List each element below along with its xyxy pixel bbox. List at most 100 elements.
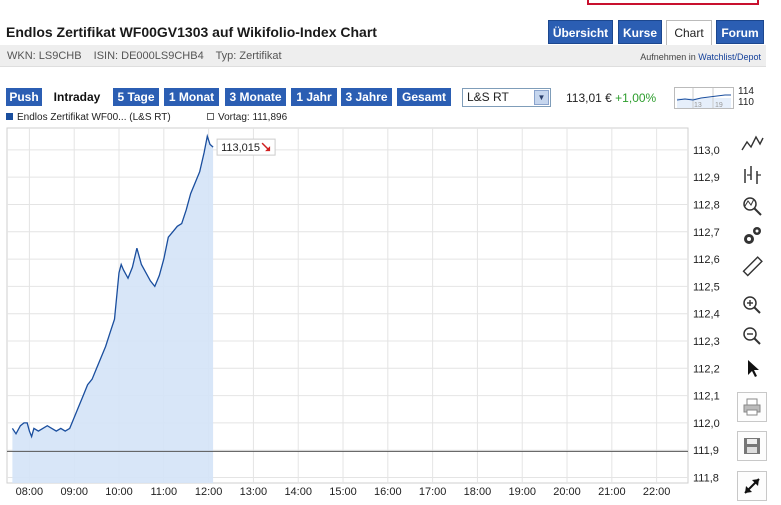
- y-axis-labels: 113,0 112,9 112,8 112,7 112,6 112,5 112,4 112,3…: [693, 145, 720, 485]
- ohlc-chart-icon: [744, 166, 761, 184]
- mini-navigator-chart[interactable]: 13 19: [674, 87, 734, 109]
- exchange-selected-value: L&S RT: [467, 90, 509, 104]
- legend-series-label: Endlos Zertifikat WF00... (L&S RT): [17, 112, 171, 123]
- watchlist-action: Aufnehmen in Watchlist/Depot: [640, 52, 761, 62]
- x-tick-label: 15:00: [329, 486, 357, 498]
- mini-scale-bottom: 110: [738, 97, 754, 108]
- search-box-fragment[interactable]: [587, 0, 759, 5]
- watchlist-link[interactable]: Watchlist/Depot: [698, 52, 761, 62]
- y-tick-label: 111,8: [693, 473, 719, 485]
- y-tick-label: 112,9: [693, 172, 720, 184]
- range-push-button[interactable]: Push: [6, 88, 42, 106]
- x-tick-label: 11:00: [150, 486, 177, 498]
- x-tick-label: 19:00: [508, 486, 536, 498]
- y-tick-label: 112,3: [693, 336, 720, 348]
- ruler-icon: [742, 256, 763, 277]
- mini-label-b: 19: [715, 102, 723, 108]
- instrument-meta: WKN: LS9CHB ISIN: DE000LS9CHB4 Typ: Zert…: [7, 50, 291, 62]
- range-1-jahr-button[interactable]: 1 Jahr: [291, 88, 337, 106]
- tab-chart[interactable]: Chart: [666, 20, 712, 45]
- x-tick-label: 21:00: [598, 486, 626, 498]
- tab-forum[interactable]: Forum: [716, 20, 764, 44]
- zoom-in-icon: [743, 296, 761, 314]
- print-icon: [743, 398, 761, 416]
- x-tick-label: 10:00: [105, 486, 133, 498]
- legend-series-entry: Endlos Zertifikat WF00... (L&S RT): [6, 112, 171, 123]
- line-chart-button[interactable]: [737, 128, 767, 158]
- y-tick-label: 112,0: [693, 418, 720, 430]
- zoom-out-button[interactable]: [737, 321, 767, 351]
- cursor-icon: [748, 360, 759, 377]
- quote-change: +1,00%: [615, 91, 657, 105]
- y-tick-label: 112,1: [693, 391, 720, 403]
- x-tick-label: 13:00: [240, 486, 268, 498]
- instrument-info-bar: WKN: LS9CHB ISIN: DE000LS9CHB4 Typ: Zert…: [0, 45, 766, 67]
- drawing-tool-button[interactable]: [737, 252, 767, 282]
- cursor-button[interactable]: [737, 353, 767, 383]
- x-tick-label: 12:00: [195, 486, 223, 498]
- y-tick-label: 112,5: [693, 281, 720, 293]
- range-1-monat-button[interactable]: 1 Monat: [164, 88, 219, 106]
- save-button[interactable]: [737, 431, 767, 461]
- y-tick-label: 112,6: [693, 254, 720, 266]
- series-swatch: [6, 113, 13, 120]
- legend-previous-label: Vortag: 111,896: [218, 112, 288, 123]
- indicator-zoom-icon: [743, 197, 762, 216]
- mini-label-a: 13: [694, 102, 702, 108]
- mini-chart-graphic: 13 19: [676, 88, 731, 109]
- tab-uebersicht[interactable]: Übersicht: [548, 20, 613, 44]
- x-tick-label: 14:00: [284, 486, 312, 498]
- x-tick-label: 18:00: [464, 486, 492, 498]
- y-tick-label: 113,0: [693, 145, 720, 157]
- fullscreen-button[interactable]: [737, 471, 767, 501]
- y-tick-label: 112,4: [693, 309, 720, 321]
- quote-price: 113,01 €: [566, 91, 612, 105]
- ohlc-chart-button[interactable]: [737, 159, 767, 189]
- x-tick-label: 09:00: [60, 486, 88, 498]
- down-arrow-head: [265, 146, 271, 152]
- last-price-box: [216, 138, 276, 156]
- range-intraday-button[interactable]: Intraday: [53, 90, 101, 104]
- mini-scale-top: 114: [738, 86, 754, 97]
- range-5-tage-button[interactable]: 5 Tage: [113, 88, 159, 106]
- y-tick-label: 111,9: [693, 445, 719, 457]
- title-bar: Endlos Zertifikat WF00GV1303 auf Wikifol…: [0, 0, 781, 68]
- x-tick-label: 16:00: [374, 486, 402, 498]
- price-chart-svg: 08:00 09:00 10:00 11:00 12:00 13:00 14:00 15:00…: [6, 127, 720, 498]
- x-tick-label: 17:00: [419, 486, 447, 498]
- x-axis-labels: 08:00 09:00 10:00 11:00 12:00 13:00 14:00 15:00…: [16, 486, 671, 498]
- type-label: Typ: Zertifikat: [215, 50, 282, 62]
- settings-gears-icon: [744, 227, 761, 244]
- previous-swatch: [207, 113, 214, 120]
- range-3-jahre-button[interactable]: 3 Jahre: [341, 88, 392, 106]
- price-chart[interactable]: 08:00 09:00 10:00 11:00 12:00 13:00 14:00 15:00…: [0, 126, 735, 505]
- chevron-down-icon[interactable]: ▼: [534, 90, 549, 105]
- chart-settings-button[interactable]: [737, 221, 767, 251]
- print-button[interactable]: [737, 392, 767, 422]
- chart-area-layer: [7, 133, 688, 483]
- price-line: [11, 133, 214, 439]
- isin-label: ISIN: DE000LS9CHB4: [93, 50, 204, 62]
- quote-display: 113,01 € +1,00%: [566, 91, 656, 105]
- x-tick-label: 20:00: [553, 486, 581, 498]
- x-tick-label: 08:00: [16, 486, 44, 498]
- time-range-bar: Push Intraday 5 Tage 1 Monat 3 Monate 1 …: [0, 86, 670, 108]
- wkn-label: WKN: LS9CHB: [7, 50, 82, 62]
- page-title: Endlos Zertifikat WF00GV1303 auf Wikifol…: [6, 24, 377, 40]
- zoom-out-icon: [743, 327, 761, 345]
- last-price-marker: 113,015: [216, 138, 276, 156]
- range-3-monate-button[interactable]: 3 Monate: [225, 88, 286, 106]
- chart-legend: Endlos Zertifikat WF00... (L&S RT) Vorta…: [6, 112, 287, 123]
- last-price-label: 113,015: [221, 142, 260, 154]
- watchlist-prefix: Aufnehmen in: [640, 52, 696, 62]
- indicator-zoom-button[interactable]: [737, 190, 767, 220]
- tab-kurse[interactable]: Kurse: [618, 20, 662, 44]
- y-tick-label: 112,8: [693, 199, 720, 211]
- legend-previous-entry: Vortag: 111,896: [207, 112, 287, 123]
- range-gesamt-button[interactable]: Gesamt: [397, 88, 451, 106]
- mini-scale: 114 110: [738, 86, 754, 108]
- price-area-fill: [12, 136, 214, 483]
- zoom-in-button[interactable]: [737, 290, 767, 320]
- chart-toolbar: [735, 126, 767, 505]
- exchange-select[interactable]: L&S RT ▼: [462, 88, 551, 107]
